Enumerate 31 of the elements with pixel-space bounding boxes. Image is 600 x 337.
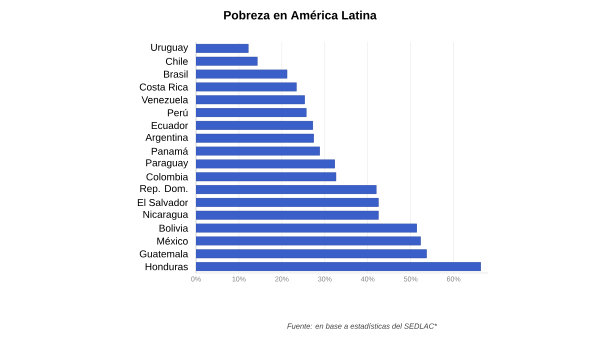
- bar: [196, 146, 320, 156]
- y-tick-label: Ecuador: [152, 122, 188, 130]
- y-tick-label: Chile: [166, 58, 188, 65]
- y-tick-label: Nicaragua: [143, 210, 188, 220]
- y-tick-label: Uruguay: [151, 44, 188, 53]
- y-tick-label: México: [157, 237, 188, 245]
- y-tick-label: El Salvador: [138, 198, 188, 206]
- bar: [196, 44, 249, 53]
- y-tick-label: Panamá: [152, 147, 188, 155]
- bar: [196, 82, 297, 92]
- y-tick-label: Perú: [168, 108, 188, 116]
- bar: [196, 70, 288, 79]
- y-tick-label: Paraguay: [146, 159, 188, 168]
- bar: [196, 159, 335, 168]
- y-tick-label: Brasil: [164, 70, 188, 78]
- bar: [196, 108, 307, 118]
- y-tick-label: Venezuela: [142, 96, 188, 104]
- y-tick-label: Rep. Dom.: [140, 185, 188, 194]
- y-tick-label: Bolivia: [160, 224, 188, 232]
- y-tick-label: Honduras: [146, 262, 188, 270]
- bar: [196, 120, 313, 130]
- bar: [196, 224, 417, 233]
- bar: [196, 185, 377, 194]
- y-tick-label: Colombia: [146, 173, 188, 180]
- y-tick-label: Costa Rica: [140, 83, 188, 91]
- bar: [196, 198, 379, 207]
- y-tick-label: Guatemala: [140, 250, 188, 258]
- bar: [196, 262, 481, 272]
- bar: [196, 236, 421, 246]
- y-tick-label: Argentina: [145, 134, 188, 143]
- chart-title: Pobreza en América Latina: [224, 10, 377, 20]
